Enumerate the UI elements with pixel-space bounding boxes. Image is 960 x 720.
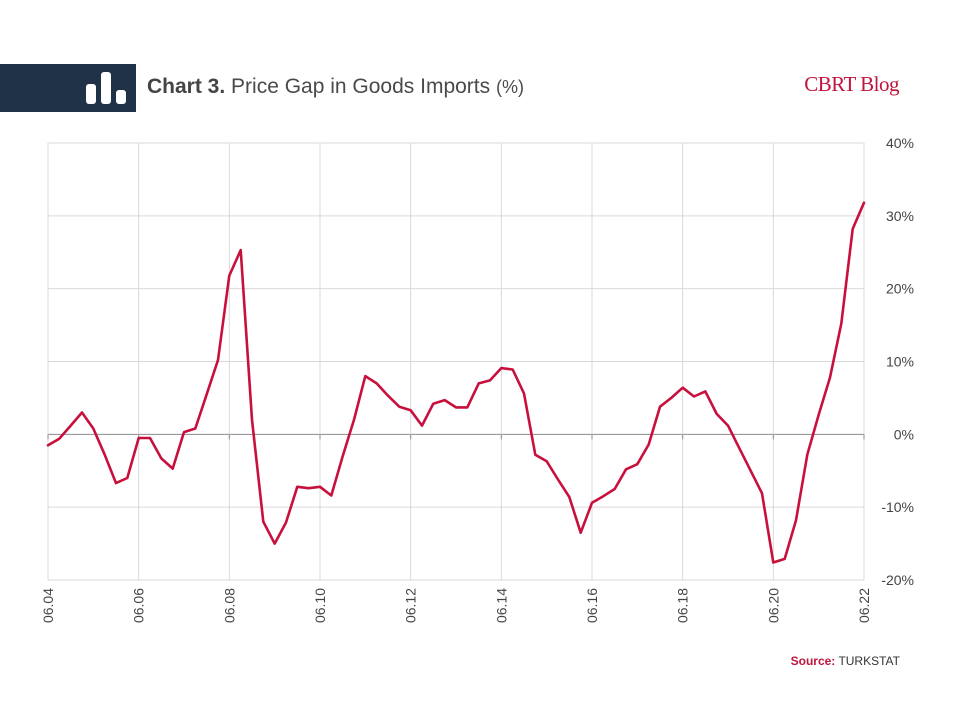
x-tick-label: 06.20: [765, 588, 781, 623]
y-tick-label: -10%: [881, 499, 914, 515]
y-tick-label: 0%: [894, 426, 914, 442]
series-line: [46, 201, 866, 564]
x-tick-label: 06.22: [856, 588, 872, 623]
x-tick-label: 06.18: [675, 588, 691, 623]
y-tick-label: 20%: [886, 281, 914, 297]
chart-title-unit: (%): [495, 77, 524, 97]
source-label: Source:: [790, 654, 836, 668]
header-band: [0, 64, 136, 112]
y-tick-label: 40%: [886, 135, 914, 151]
y-tick-label: -20%: [881, 572, 914, 588]
x-tick-label: 06.12: [403, 588, 419, 623]
chart-title: Chart 3. Price Gap in Goods Imports (%): [147, 75, 524, 99]
y-tick-label: 30%: [886, 208, 914, 224]
brand-logo: CBRT Blog: [804, 72, 899, 96]
chart-title-lead: Chart 3.: [147, 75, 226, 98]
source-value: TURKSTAT: [838, 654, 900, 668]
x-tick-label: 06.08: [221, 588, 237, 623]
x-tick-label: 06.14: [493, 588, 509, 623]
chart-title-main: Price Gap in Goods Imports: [231, 75, 491, 98]
x-tick-label: 06.16: [584, 588, 600, 623]
bar-chart-icon: [86, 72, 126, 104]
source-note: Source: TURKSTAT: [791, 654, 900, 668]
x-tick-label: 06.10: [312, 588, 328, 623]
y-tick-label: 10%: [886, 354, 914, 370]
x-tick-label: 06.06: [131, 588, 147, 623]
x-tick-label: 06.04: [40, 588, 56, 623]
